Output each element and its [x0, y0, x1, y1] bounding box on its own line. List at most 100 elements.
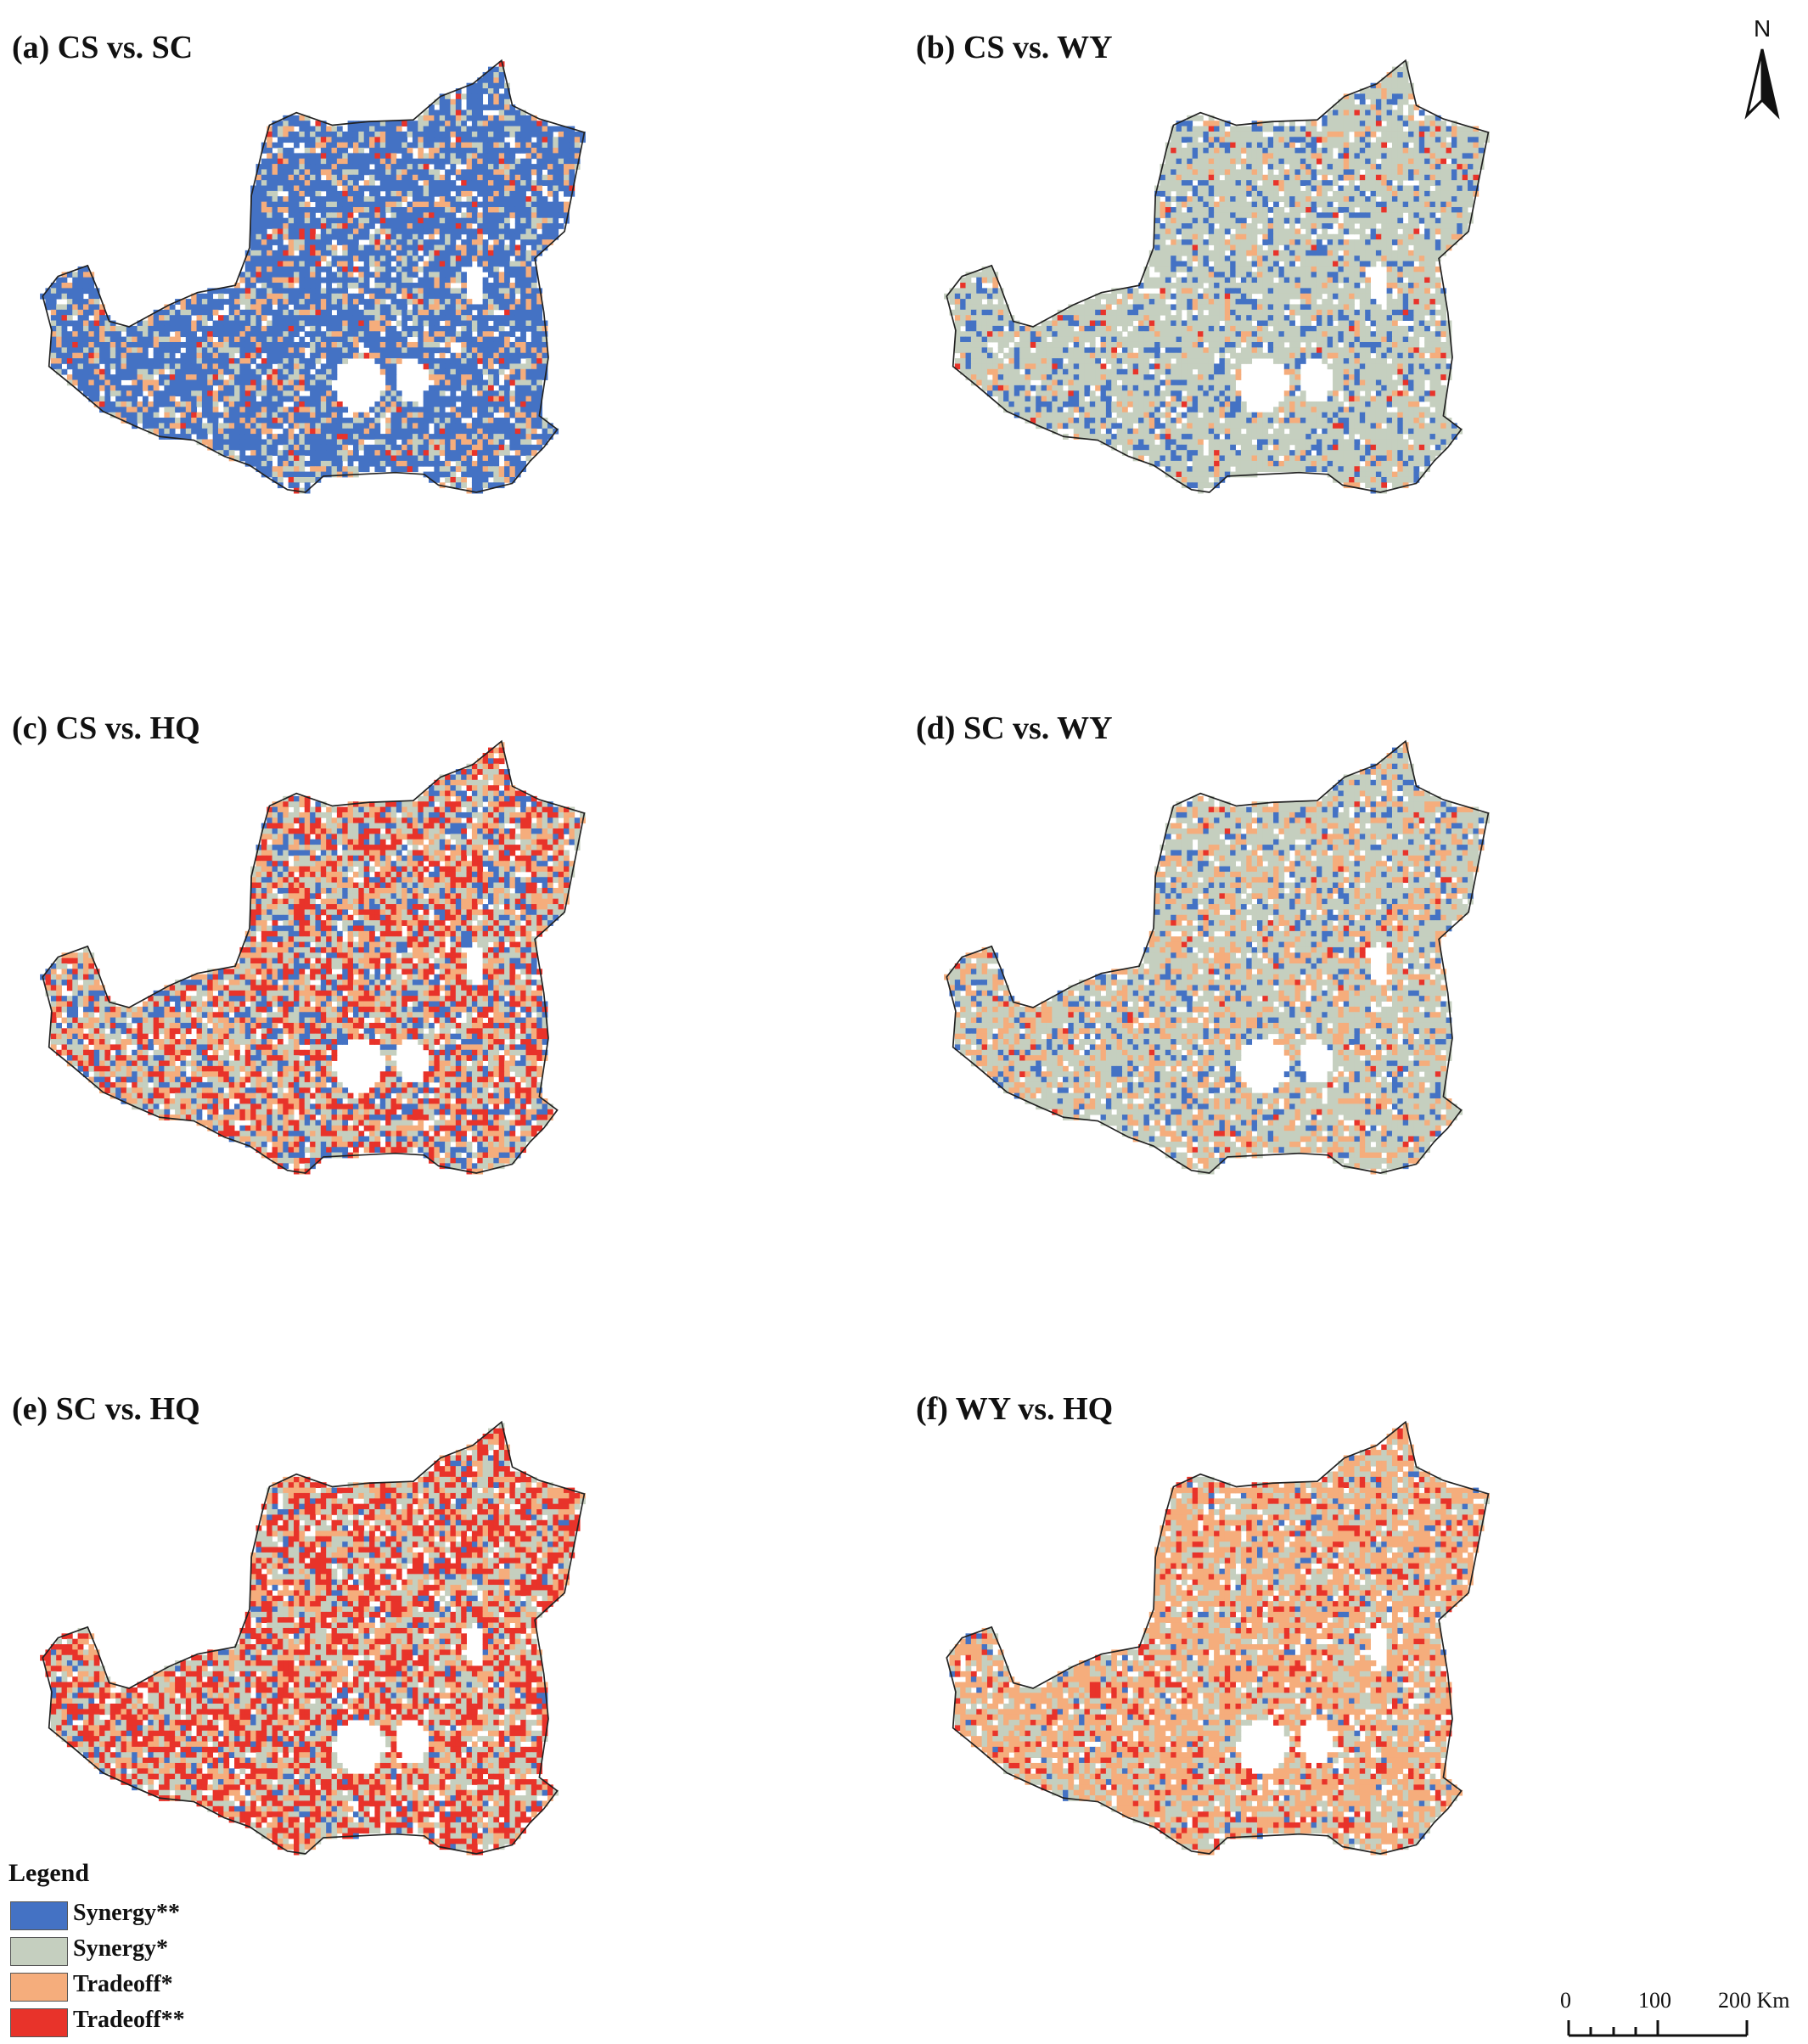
map-cell	[455, 358, 462, 364]
map-cell	[239, 325, 246, 332]
map-cell	[283, 460, 289, 467]
map-cell	[493, 407, 500, 413]
map-cell	[175, 341, 181, 348]
map-cell	[352, 228, 359, 235]
map-cell	[1273, 180, 1279, 186]
map-cell	[461, 93, 467, 100]
map-cell	[223, 331, 230, 338]
map-cell	[1187, 158, 1193, 165]
map-cell	[1159, 174, 1166, 181]
map-cell	[99, 368, 105, 375]
map-cell	[1365, 115, 1371, 121]
map-cell	[1354, 153, 1361, 160]
map-cell	[482, 121, 489, 127]
map-cell	[487, 71, 494, 78]
map-cell	[244, 325, 251, 332]
map-cell	[379, 325, 386, 332]
map-cell	[536, 374, 543, 380]
map-cell	[482, 358, 489, 364]
map-cell	[1294, 126, 1301, 132]
map-cell	[1349, 169, 1355, 176]
map-cell	[1311, 169, 1317, 176]
map-cell	[164, 379, 171, 386]
map-cell	[471, 418, 478, 424]
map-cell	[498, 352, 505, 359]
map-cell	[1181, 158, 1188, 165]
map-cell	[277, 121, 284, 127]
map-cell	[514, 309, 521, 316]
map-cell	[450, 331, 457, 338]
map-cell	[288, 153, 295, 160]
map-cell	[288, 223, 295, 229]
map-cell	[1208, 164, 1215, 170]
map-cell	[439, 352, 446, 359]
map-cell	[482, 88, 489, 94]
map-cell	[310, 239, 316, 245]
map-cell	[471, 482, 478, 489]
map-cell	[1289, 137, 1295, 143]
map-cell	[1294, 148, 1301, 154]
map-cell	[498, 212, 505, 219]
map-cell	[104, 331, 111, 338]
map-cell	[310, 341, 316, 348]
map-cell	[294, 272, 300, 278]
map-cell	[487, 466, 494, 473]
map-cell	[294, 450, 300, 456]
map-cell	[277, 455, 284, 462]
map-cell	[196, 309, 203, 316]
map-cell	[352, 315, 359, 321]
map-cell	[93, 309, 100, 316]
map-cell	[72, 325, 79, 332]
map-cell	[331, 390, 338, 397]
map-cell	[1214, 148, 1220, 154]
map-cell	[487, 98, 494, 105]
map-cell	[455, 217, 462, 224]
map-cell	[423, 126, 430, 132]
map-cell	[390, 277, 397, 284]
map-cell	[228, 396, 235, 402]
map-cell	[401, 164, 408, 170]
map-cell	[1338, 169, 1345, 176]
map-cell	[1408, 148, 1414, 154]
map-cell	[558, 223, 564, 229]
map-cell	[401, 309, 408, 316]
map-cell	[1435, 115, 1441, 121]
map-cell	[374, 434, 381, 440]
map-cell	[255, 174, 262, 181]
map-cell	[180, 304, 187, 311]
map-cell	[142, 320, 149, 327]
map-cell	[1408, 131, 1414, 138]
map-cell	[326, 368, 332, 375]
map-cell	[547, 212, 553, 219]
map-cell	[434, 244, 441, 251]
map-cell	[1278, 180, 1285, 186]
map-cell	[569, 174, 576, 181]
map-cell	[418, 121, 424, 127]
map-cell	[407, 412, 413, 418]
map-cell	[374, 244, 381, 251]
map-cell	[1327, 131, 1334, 138]
map-cell	[525, 288, 532, 295]
map-cell	[267, 320, 273, 327]
map-cell	[450, 390, 457, 397]
map-cell	[466, 126, 473, 132]
map-cell	[207, 423, 214, 430]
map-cell	[244, 331, 251, 338]
map-cell	[390, 450, 397, 456]
map-cell	[1235, 142, 1242, 149]
map-cell	[493, 77, 500, 84]
map-cell	[267, 396, 273, 402]
map-cell	[487, 169, 494, 176]
map-cell	[536, 293, 543, 300]
map-cell	[304, 423, 311, 430]
map-cell	[109, 325, 116, 332]
map-panel-a: (a) CS vs. SC	[0, 0, 904, 681]
map-cell	[261, 407, 267, 413]
map-cell	[164, 341, 171, 348]
map-cell	[180, 434, 187, 440]
map-cell	[272, 256, 278, 262]
map-cell	[1349, 153, 1355, 160]
map-cell	[429, 180, 435, 186]
map-cell	[450, 434, 457, 440]
map-cell	[514, 363, 521, 370]
